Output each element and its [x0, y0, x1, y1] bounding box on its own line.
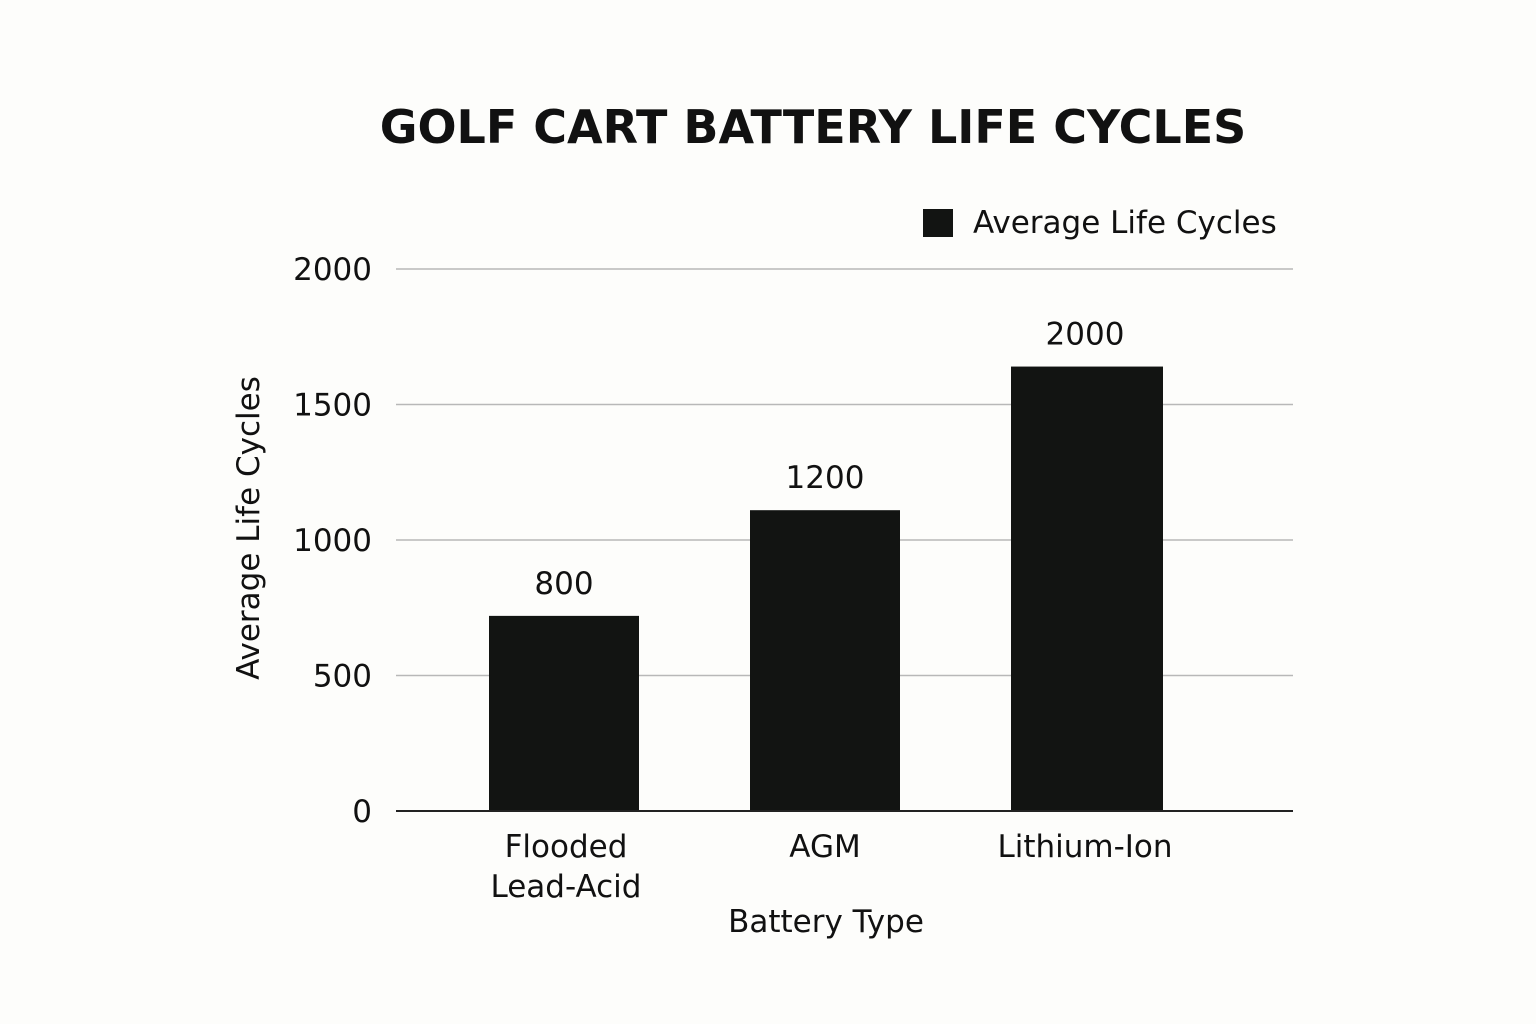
x-category-label: Lead-Acid — [491, 869, 642, 905]
legend-swatch — [923, 209, 953, 237]
bar — [750, 510, 900, 811]
bar-data-label: 2000 — [1046, 317, 1125, 353]
y-tick-label: 1000 — [293, 523, 372, 559]
y-tick-label: 1500 — [293, 388, 372, 424]
y-tick-label: 2000 — [293, 252, 372, 288]
y-tick-label: 500 — [313, 659, 372, 695]
bar-data-labels: 800 1200 2000 — [534, 317, 1124, 602]
bar — [489, 615, 639, 811]
y-axis-ticks: 0 500 1000 1500 2000 — [293, 252, 372, 830]
x-axis-label: Battery Type — [728, 904, 924, 940]
y-tick-label: 0 — [352, 794, 372, 830]
legend-label: Average Life Cycles — [973, 205, 1277, 241]
x-axis-categories: Flooded Lead-Acid AGM Lithium-Ion — [491, 829, 1173, 905]
y-axis-label: Average Life Cycles — [231, 376, 267, 680]
bars — [489, 366, 1163, 811]
x-category-label: Flooded — [505, 829, 628, 865]
bar — [1011, 366, 1163, 811]
legend: Average Life Cycles — [923, 205, 1277, 241]
x-category-label: AGM — [789, 829, 860, 865]
x-category-label: Lithium-Ion — [997, 829, 1172, 865]
bar-data-label: 1200 — [786, 460, 865, 496]
bar-data-label: 800 — [534, 566, 593, 602]
chart-title: GOLF CART BATTERY LIFE CYCLES — [380, 100, 1247, 154]
